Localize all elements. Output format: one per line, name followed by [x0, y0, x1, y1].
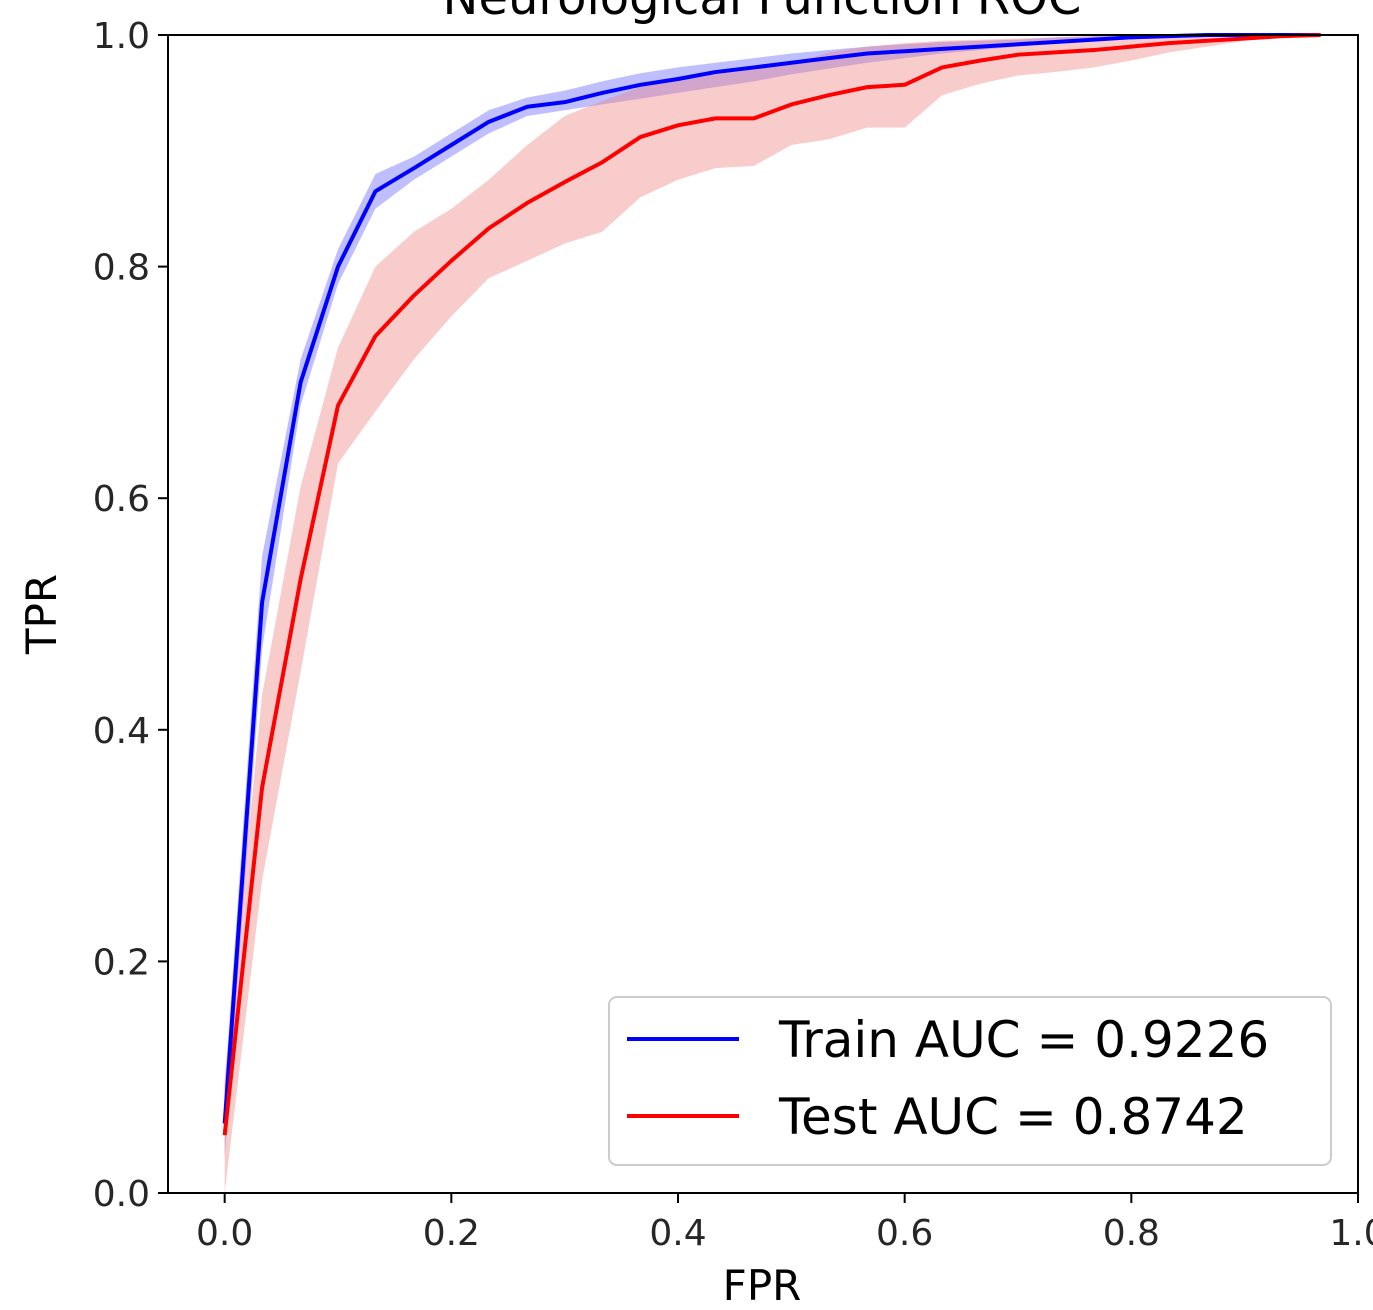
legend-label: Train AUC = 0.9226 — [778, 1011, 1269, 1069]
series-line-train — [222, 33, 1321, 1124]
y-axis-label: TPR — [17, 574, 66, 655]
x-tick-label: 0.4 — [649, 1213, 706, 1254]
chart-title: Neurological Function ROC — [443, 0, 1082, 26]
y-tick-label: 0.2 — [93, 942, 150, 983]
x-tick-label: 1.0 — [1329, 1213, 1373, 1254]
y-tick-label: 0.8 — [93, 248, 150, 289]
x-axis-label: FPR — [723, 1261, 802, 1310]
confidence-band-train — [224, 35, 1321, 1159]
y-axis-ticks: 0.0 0.2 0.4 0.6 0.8 1.0 — [93, 16, 168, 1215]
legend: Train AUC = 0.9226 Test AUC = 0.8742 — [608, 996, 1332, 1166]
x-tick-label: 0.6 — [876, 1213, 933, 1254]
x-tick-label: 0.2 — [423, 1213, 480, 1254]
x-tick-label: 0.0 — [196, 1213, 253, 1254]
series-lines — [222, 33, 1321, 1136]
y-tick-label: 0.6 — [93, 479, 150, 520]
series-line-test — [222, 33, 1321, 1136]
x-tick-label: 0.8 — [1103, 1213, 1160, 1254]
y-tick-label: 0.4 — [93, 711, 150, 752]
legend-label: Test AUC = 0.8742 — [778, 1088, 1248, 1146]
plot-frame — [167, 34, 1359, 1194]
legend-box — [608, 996, 1332, 1166]
y-tick-label: 0.0 — [93, 1174, 150, 1215]
x-axis-ticks: 0.0 0.2 0.4 0.6 0.8 1.0 — [196, 1193, 1373, 1254]
y-tick-label: 1.0 — [93, 16, 150, 57]
